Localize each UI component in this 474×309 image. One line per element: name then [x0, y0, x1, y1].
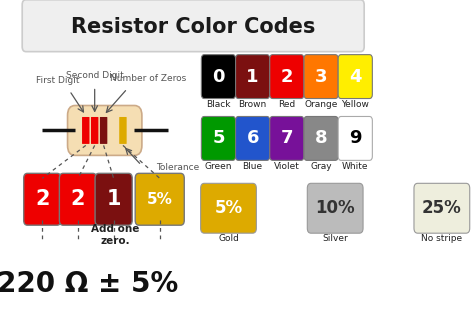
Text: 8: 8 — [315, 129, 328, 147]
Text: 2: 2 — [35, 189, 49, 209]
Text: Green: Green — [205, 162, 232, 171]
Text: Brown: Brown — [238, 100, 267, 109]
FancyBboxPatch shape — [201, 183, 256, 233]
Text: 4: 4 — [349, 68, 362, 86]
Text: 10%: 10% — [315, 199, 355, 217]
FancyBboxPatch shape — [100, 117, 107, 144]
Text: 2: 2 — [281, 68, 293, 86]
FancyBboxPatch shape — [338, 55, 373, 99]
Text: White: White — [342, 162, 368, 171]
Text: Second Digit: Second Digit — [66, 70, 124, 80]
Text: Gray: Gray — [310, 162, 332, 171]
Text: 1: 1 — [246, 68, 259, 86]
Text: Number of Zeros: Number of Zeros — [110, 74, 186, 83]
Text: 6: 6 — [246, 129, 259, 147]
Text: Resistor Color Codes: Resistor Color Codes — [71, 17, 315, 37]
Text: Orange: Orange — [304, 100, 338, 109]
Text: 1: 1 — [106, 189, 121, 209]
FancyBboxPatch shape — [91, 117, 99, 144]
FancyBboxPatch shape — [119, 117, 127, 144]
Text: Red: Red — [278, 100, 295, 109]
Text: First Digit: First Digit — [36, 76, 79, 85]
Text: 5%: 5% — [147, 192, 173, 207]
FancyBboxPatch shape — [82, 117, 90, 144]
FancyBboxPatch shape — [304, 116, 338, 160]
Text: 220 Ω ± 5%: 220 Ω ± 5% — [0, 270, 178, 298]
Text: 2: 2 — [71, 189, 85, 209]
Text: Yellow: Yellow — [341, 100, 369, 109]
FancyBboxPatch shape — [22, 0, 364, 52]
FancyBboxPatch shape — [304, 55, 338, 99]
FancyBboxPatch shape — [135, 173, 184, 225]
FancyBboxPatch shape — [236, 116, 270, 160]
Text: 25%: 25% — [422, 199, 462, 217]
Text: 5: 5 — [212, 129, 225, 147]
FancyBboxPatch shape — [414, 183, 470, 233]
Text: 5%: 5% — [214, 199, 243, 217]
Text: Violet: Violet — [274, 162, 300, 171]
Text: Silver: Silver — [322, 234, 348, 243]
FancyBboxPatch shape — [307, 183, 363, 233]
FancyBboxPatch shape — [270, 116, 304, 160]
FancyBboxPatch shape — [68, 105, 142, 155]
FancyBboxPatch shape — [338, 116, 373, 160]
Text: Tolerance: Tolerance — [156, 163, 200, 172]
FancyBboxPatch shape — [59, 173, 97, 225]
Text: 3: 3 — [315, 68, 328, 86]
FancyBboxPatch shape — [201, 116, 236, 160]
Text: Black: Black — [206, 100, 231, 109]
Text: Blue: Blue — [243, 162, 263, 171]
FancyBboxPatch shape — [236, 55, 270, 99]
Text: 9: 9 — [349, 129, 362, 147]
FancyBboxPatch shape — [201, 55, 236, 99]
Text: No stripe: No stripe — [421, 234, 463, 243]
Text: 0: 0 — [212, 68, 225, 86]
FancyBboxPatch shape — [24, 173, 61, 225]
FancyBboxPatch shape — [95, 173, 132, 225]
Text: Add one
zero.: Add one zero. — [91, 224, 139, 246]
FancyBboxPatch shape — [270, 55, 304, 99]
Text: 7: 7 — [281, 129, 293, 147]
Text: Gold: Gold — [218, 234, 239, 243]
